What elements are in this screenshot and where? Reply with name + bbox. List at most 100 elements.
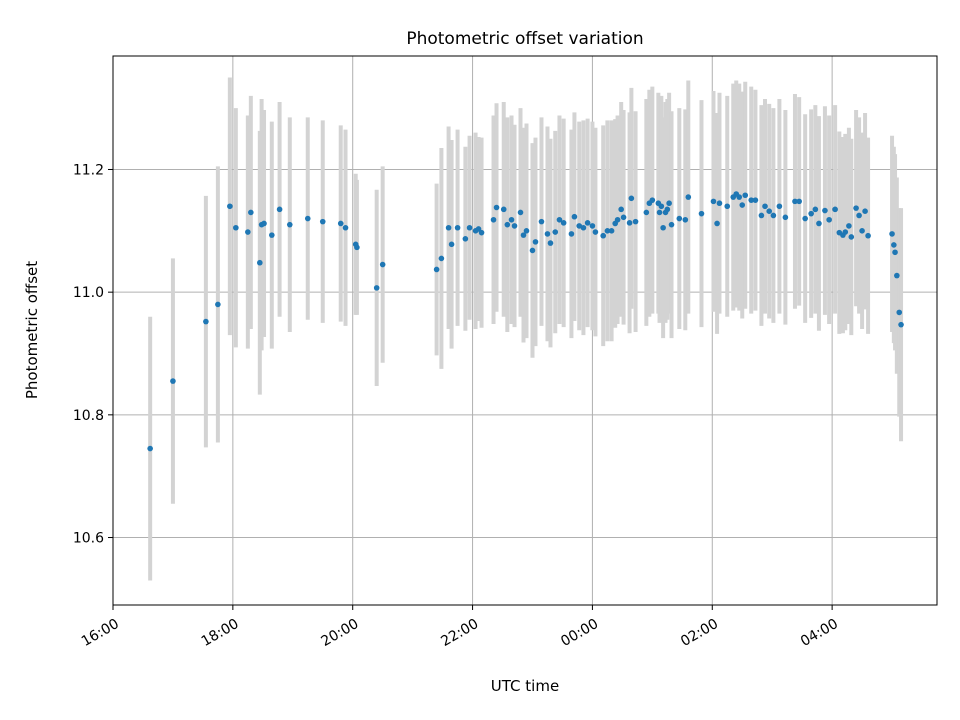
data-point <box>776 203 783 210</box>
data-point <box>248 209 254 216</box>
y-axis-title: Photometric offset <box>23 261 41 399</box>
x-tick-label: 16:00 <box>79 616 122 650</box>
data-point <box>626 220 633 226</box>
data-point <box>589 223 596 229</box>
data-point <box>762 203 768 210</box>
data-point <box>448 241 455 248</box>
data-point <box>233 224 239 231</box>
x-tick-label: 02:00 <box>678 616 721 650</box>
data-point <box>896 309 903 316</box>
data-point <box>490 216 497 223</box>
data-point <box>523 228 530 234</box>
y-tick-label: 10.6 <box>73 531 104 547</box>
data-point <box>354 244 360 251</box>
data-point <box>556 216 563 223</box>
data-point <box>748 197 755 203</box>
data-point <box>736 194 743 200</box>
data-point <box>520 232 527 238</box>
data-point <box>618 206 624 213</box>
data-point <box>511 223 518 229</box>
data-point <box>580 224 587 231</box>
data-point <box>529 247 536 254</box>
data-point <box>643 209 650 216</box>
data-point <box>560 220 567 226</box>
data-point <box>628 195 635 202</box>
data-point <box>846 223 852 229</box>
plot-frame <box>112 55 938 606</box>
data-point <box>342 224 349 231</box>
data-point <box>766 208 773 214</box>
data-point <box>649 197 656 203</box>
data-point <box>898 321 904 328</box>
data-point <box>739 202 746 208</box>
data-point <box>544 231 551 237</box>
data-point <box>170 378 176 384</box>
data-point <box>758 212 765 219</box>
data-point <box>227 203 233 210</box>
data-point <box>552 229 559 235</box>
data-point <box>856 212 862 219</box>
data-point <box>742 192 749 199</box>
y-tick-label: 11.2 <box>73 162 104 178</box>
data-points <box>147 191 904 452</box>
data-point <box>802 215 808 222</box>
data-point <box>889 231 895 237</box>
data-point <box>538 218 545 225</box>
data-point <box>816 220 822 227</box>
data-point <box>891 242 897 248</box>
data-point <box>257 259 263 266</box>
data-point <box>859 228 865 234</box>
x-tick-label: 20:00 <box>319 616 362 650</box>
data-point <box>620 214 627 221</box>
x-tick-label: 00:00 <box>558 616 601 650</box>
data-point <box>478 229 485 236</box>
data-point <box>752 197 759 203</box>
data-point <box>808 210 814 217</box>
data-point <box>584 220 591 226</box>
data-point <box>614 216 621 223</box>
data-point <box>666 200 672 207</box>
x-tick-label: 22:00 <box>438 616 481 650</box>
data-point <box>508 216 515 223</box>
data-point <box>892 249 898 256</box>
y-tick-label: 11.0 <box>73 285 104 301</box>
data-point <box>604 228 611 234</box>
data-point <box>500 206 507 213</box>
x-tick-label: 18:00 <box>199 616 242 650</box>
data-point <box>698 210 705 217</box>
data-point <box>504 221 511 228</box>
data-point <box>304 215 311 222</box>
data-point <box>433 266 440 273</box>
data-point <box>848 234 855 240</box>
data-point <box>571 213 578 220</box>
data-point <box>379 261 386 268</box>
data-point <box>269 232 275 238</box>
data-point <box>664 206 671 213</box>
data-point <box>445 224 452 231</box>
data-point <box>245 229 251 235</box>
y-tick-label: 10.8 <box>73 408 104 424</box>
data-point <box>724 203 731 210</box>
data-point <box>685 194 692 200</box>
data-point <box>286 221 293 228</box>
data-point <box>466 224 473 231</box>
data-point <box>782 214 789 221</box>
data-point <box>600 232 607 239</box>
data-point <box>276 206 283 213</box>
data-point <box>853 205 859 211</box>
data-point <box>592 229 599 235</box>
data-point <box>532 239 539 245</box>
data-point <box>632 218 639 225</box>
data-point <box>812 206 819 213</box>
data-point <box>842 229 849 235</box>
data-point <box>373 285 380 291</box>
data-point <box>710 198 717 205</box>
error-bars <box>148 77 904 581</box>
data-point <box>894 272 900 279</box>
data-point <box>658 203 665 210</box>
data-point <box>682 216 689 223</box>
data-point <box>261 220 267 227</box>
data-point <box>716 200 723 207</box>
data-point <box>660 224 666 231</box>
